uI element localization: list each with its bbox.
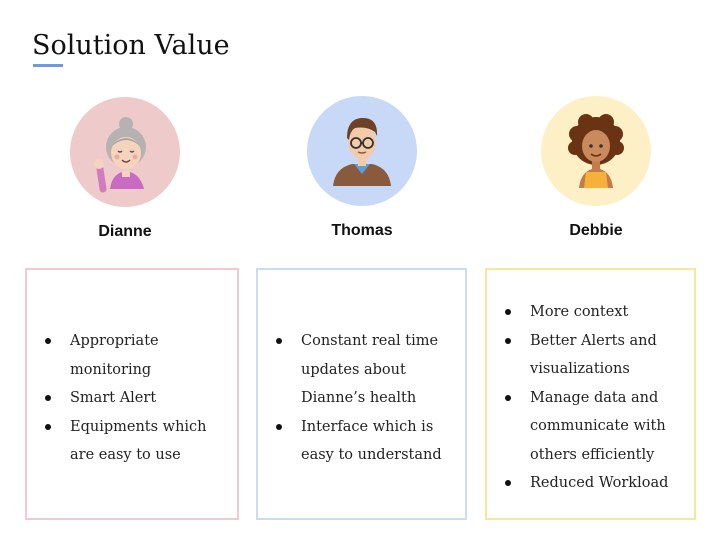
benefits-list-dianne: Appropriate monitoring Smart Alert Equip… [39, 327, 229, 470]
bullet-icon [505, 337, 511, 344]
avatar-circle-dianne [70, 97, 180, 207]
bullet-icon [45, 338, 51, 344]
bullet-icon [505, 480, 511, 486]
list-item: Constant real time updates about Dianne’… [270, 327, 457, 413]
list-item: Reduced Workload [499, 469, 686, 498]
benefits-box-thomas: Constant real time updates about Dianne’… [256, 268, 467, 520]
benefits-list-debbie: More context Better Alerts and visualiza… [499, 298, 686, 498]
list-item: Appropriate monitoring [39, 327, 229, 384]
list-item: Smart Alert [39, 384, 229, 413]
list-item: Better Alerts and visualizations [499, 327, 686, 384]
woman-curly-hair-avatar-icon [541, 96, 651, 206]
persona-thomas: Thomas [282, 96, 442, 240]
benefits-box-dianne: Appropriate monitoring Smart Alert Equip… [25, 268, 239, 520]
avatar-circle-thomas [307, 96, 417, 206]
bullet-icon [45, 395, 51, 401]
persona-debbie: Debbie [516, 96, 676, 240]
persona-name-debbie: Debbie [569, 222, 623, 239]
list-item: Interface which is easy to understand [270, 413, 457, 470]
title-underline [33, 64, 63, 67]
bullet-icon [45, 423, 51, 430]
bullet-icon [505, 394, 511, 401]
avatar-circle-debbie [541, 96, 651, 206]
persona-name-dianne: Dianne [98, 223, 152, 240]
bullet-icon [276, 338, 282, 344]
bullet-icon [276, 423, 282, 430]
man-with-glasses-avatar-icon [307, 96, 417, 206]
list-item: Manage data and communicate with others … [499, 384, 686, 470]
persona-name-thomas: Thomas [331, 222, 393, 239]
bullet-icon [505, 309, 511, 315]
benefits-list-thomas: Constant real time updates about Dianne’… [270, 327, 457, 470]
slide-title: Solution Value [32, 30, 230, 61]
list-item: Equipments which are easy to use [39, 413, 229, 470]
grandmother-avatar-icon [70, 97, 180, 207]
list-item: More context [499, 298, 686, 327]
persona-dianne: Dianne [45, 97, 205, 241]
benefits-box-debbie: More context Better Alerts and visualiza… [485, 268, 696, 520]
